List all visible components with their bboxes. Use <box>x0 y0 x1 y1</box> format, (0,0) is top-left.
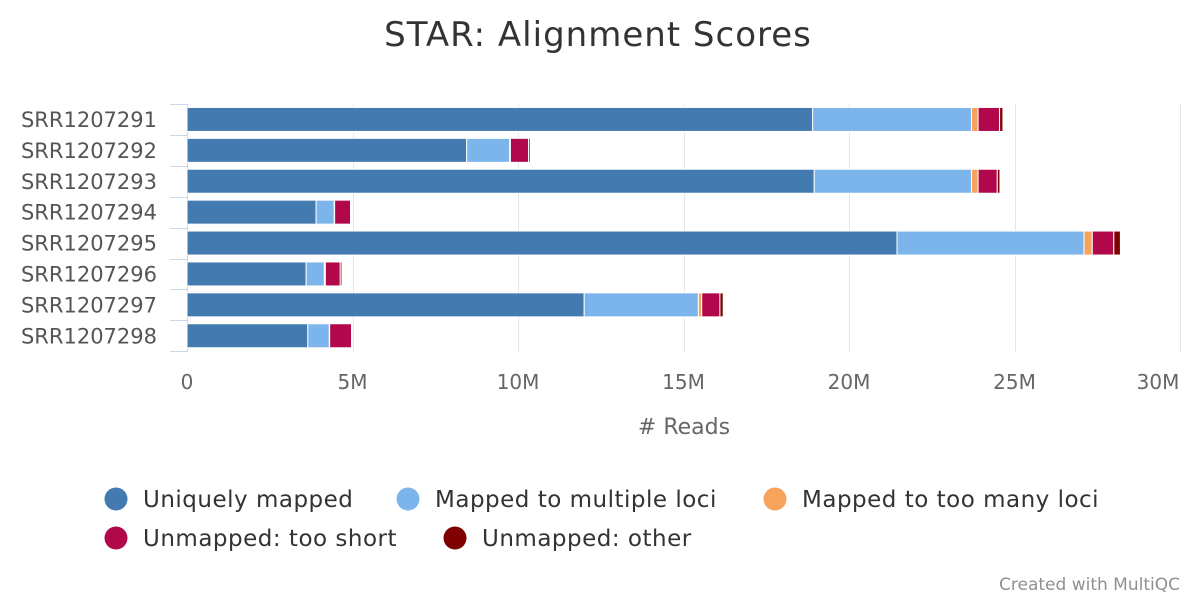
legend-item-label[interactable]: Uniquely mapped <box>143 487 353 513</box>
bar-segment[interactable] <box>996 168 1001 194</box>
legend-item-label[interactable]: Mapped to multiple loci <box>435 487 717 513</box>
x-tick-label: 0 <box>181 370 194 394</box>
bar-segment[interactable] <box>186 230 898 256</box>
category-axis <box>170 104 188 352</box>
legend-marker[interactable] <box>443 526 467 550</box>
bar-segment[interactable] <box>305 261 325 287</box>
bar-segment[interactable] <box>701 292 721 318</box>
bar-segment[interactable] <box>1113 230 1121 256</box>
bar-segment[interactable] <box>528 137 531 163</box>
bar-segment[interactable] <box>324 261 341 287</box>
bar-segment[interactable] <box>186 292 585 318</box>
bar-segment[interactable] <box>186 323 309 349</box>
bar-segment[interactable] <box>334 199 352 225</box>
legend-marker[interactable] <box>763 487 787 511</box>
x-tick-label: 25M <box>993 370 1036 394</box>
legend-marker[interactable] <box>396 487 420 511</box>
category-label: SRR1207296 <box>21 262 157 286</box>
bar-segment[interactable] <box>329 323 353 349</box>
bar-segment[interactable] <box>315 199 335 225</box>
category-label: SRR1207295 <box>21 232 157 256</box>
bar-segment[interactable] <box>466 137 511 163</box>
chart-title: STAR: Alignment Scores <box>384 15 812 55</box>
bar-segment[interactable] <box>1091 230 1115 256</box>
legend-item-label[interactable]: Unmapped: other <box>482 526 692 552</box>
bar-segment[interactable] <box>970 168 979 194</box>
x-tick-label: 10M <box>497 370 540 394</box>
x-tick-label: 30M <box>1137 370 1180 394</box>
bar-segment[interactable] <box>186 168 815 194</box>
category-label: SRR1207291 <box>21 108 157 132</box>
category-labels: SRR1207291 SRR1207292 SRR1207293 SRR1207294… <box>21 108 157 348</box>
x-tick-label: 20M <box>828 370 871 394</box>
legend-marker[interactable] <box>104 487 128 511</box>
bar-segment[interactable] <box>970 106 979 132</box>
bar-segment[interactable] <box>509 137 530 163</box>
legend-marker[interactable] <box>104 526 128 550</box>
bar-segment[interactable] <box>186 137 468 163</box>
category-label: SRR1207293 <box>21 170 157 194</box>
bar-segment[interactable] <box>186 261 307 287</box>
bar-segment[interactable] <box>812 106 972 132</box>
legend-item-label[interactable]: Mapped to too many loci <box>802 487 1099 513</box>
category-label: SRR1207294 <box>21 201 157 225</box>
legend[interactable]: Uniquely mapped Mapped to multiple loci Ma… <box>104 487 1100 552</box>
x-tick-label: 15M <box>662 370 705 394</box>
bar-segment[interactable] <box>1083 230 1093 256</box>
category-label: SRR1207297 <box>21 293 157 317</box>
bar-segment[interactable] <box>896 230 1085 256</box>
bar-segment[interactable] <box>351 323 353 349</box>
bar-segment[interactable] <box>186 106 814 132</box>
bar-segment[interactable] <box>719 292 724 318</box>
bar-segment[interactable] <box>583 292 699 318</box>
x-axis-title: # Reads <box>638 415 730 440</box>
x-axis-tick-labels: 0 5M 10M 15M 20M 25M 30M <box>181 370 1180 394</box>
bar-segment[interactable] <box>186 199 317 225</box>
bar-segment[interactable] <box>307 323 330 349</box>
bar-segment[interactable] <box>977 106 1001 132</box>
category-label: SRR1207292 <box>21 139 157 163</box>
bar-segment[interactable] <box>813 168 972 194</box>
bars <box>186 106 1121 349</box>
bar-segment[interactable] <box>339 261 343 287</box>
credits-text[interactable]: Created with MultiQC <box>999 575 1180 595</box>
bar-segment[interactable] <box>977 168 998 194</box>
category-label: SRR1207298 <box>21 324 157 348</box>
bar-segment[interactable] <box>999 106 1004 132</box>
bar-segment[interactable] <box>350 199 352 225</box>
x-tick-label: 5M <box>338 370 368 394</box>
legend-item-label[interactable]: Unmapped: too short <box>143 526 397 552</box>
